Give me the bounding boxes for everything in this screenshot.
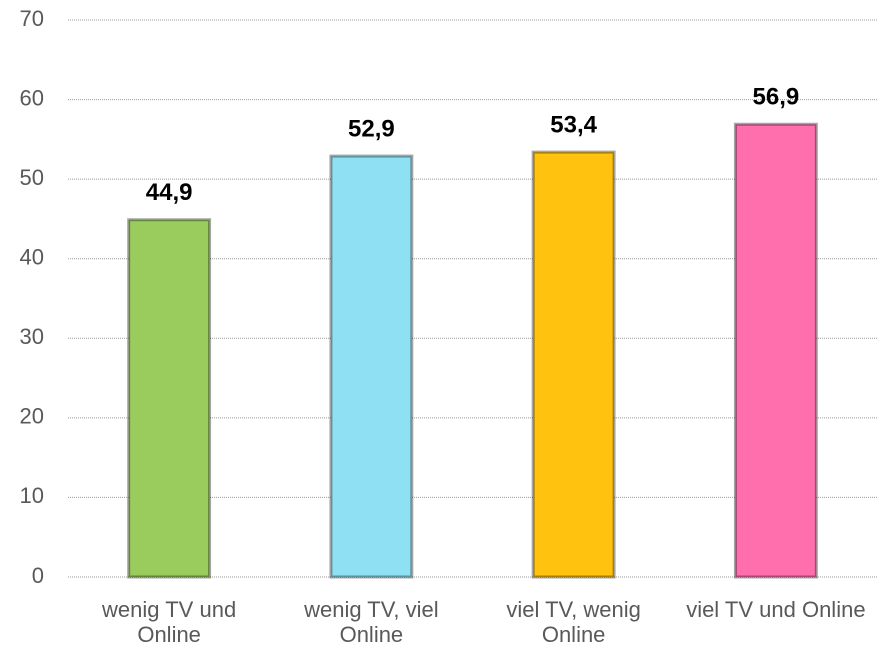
y-tick-label: 20 bbox=[20, 404, 44, 429]
bar bbox=[733, 122, 818, 579]
x-tick-label: viel TV und Online bbox=[686, 597, 866, 622]
value-label: 52,9 bbox=[348, 115, 395, 142]
y-tick-label: 60 bbox=[20, 85, 44, 110]
y-tick-label: 50 bbox=[20, 165, 44, 190]
bar bbox=[531, 150, 616, 579]
bar bbox=[329, 154, 414, 579]
value-label: 56,9 bbox=[753, 84, 800, 111]
y-tick-label: 0 bbox=[32, 563, 44, 588]
y-tick-label: 70 bbox=[20, 6, 44, 31]
y-tick-label: 30 bbox=[20, 324, 44, 349]
value-label: 53,4 bbox=[550, 111, 597, 138]
y-tick-label: 10 bbox=[20, 483, 44, 508]
bar bbox=[127, 218, 212, 579]
x-tick-label: wenig TV und Online bbox=[102, 597, 237, 647]
y-tick-label: 40 bbox=[20, 245, 44, 270]
x-tick-label: viel TV, wenig Online bbox=[506, 597, 641, 647]
x-tick-label: wenig TV, viel Online bbox=[304, 597, 439, 647]
value-label: 44,9 bbox=[146, 179, 193, 206]
